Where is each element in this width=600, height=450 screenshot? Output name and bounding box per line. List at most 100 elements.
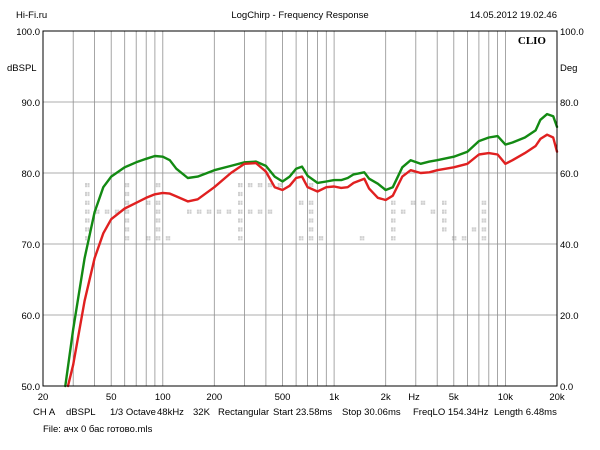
watermark-dot xyxy=(308,220,311,223)
x-tick-label: 50 xyxy=(106,392,117,403)
watermark-dot xyxy=(311,229,314,232)
watermark-dot xyxy=(451,236,454,239)
watermark-dot xyxy=(311,236,314,239)
watermark-dot xyxy=(87,183,90,185)
watermark-dot xyxy=(481,229,484,232)
setting-freqlo: FreqLO 154.34Hz xyxy=(413,407,489,418)
watermark-dot xyxy=(85,191,87,194)
watermark-dot xyxy=(124,220,127,223)
watermark-dot xyxy=(240,218,243,221)
watermark-dot xyxy=(85,218,87,221)
watermark-dot xyxy=(393,229,396,232)
watermark-dot xyxy=(301,238,304,241)
watermark-dot xyxy=(393,227,396,230)
watermark-dot xyxy=(442,209,444,212)
watermark-dot xyxy=(87,229,90,232)
watermark-dot xyxy=(124,202,127,205)
watermark-dot xyxy=(270,185,273,188)
watermark-dot xyxy=(393,209,396,212)
watermark-dot xyxy=(145,236,148,239)
setting-window: Rectangular xyxy=(218,407,270,418)
y-left-tick-label: 100.0 xyxy=(16,27,40,38)
watermark-dot xyxy=(127,185,130,188)
watermark-dot xyxy=(280,183,283,185)
watermark-dot xyxy=(257,185,260,188)
watermark-dot xyxy=(391,211,393,214)
watermark-dot xyxy=(240,202,243,205)
watermark-dot xyxy=(413,202,416,205)
watermark-dot xyxy=(127,194,130,197)
watermark-dot xyxy=(481,200,484,203)
watermark-dot xyxy=(148,200,151,203)
grid xyxy=(43,31,557,386)
watermark-dot xyxy=(393,218,396,221)
watermark-dot xyxy=(85,238,87,241)
watermark-dot xyxy=(481,209,484,212)
watermark-dot xyxy=(238,218,240,221)
watermark-dot xyxy=(280,185,283,188)
watermark-dot xyxy=(238,229,240,232)
watermark-dot xyxy=(484,229,487,232)
watermark-dot xyxy=(145,202,148,205)
watermark-dot xyxy=(240,227,243,230)
watermark-dot xyxy=(87,218,90,221)
y-right-tick-label: 60.0 xyxy=(560,169,579,180)
watermark-dot xyxy=(127,209,130,212)
watermark-dot xyxy=(155,185,158,188)
watermark-dot xyxy=(124,200,127,203)
watermark-dot xyxy=(219,209,222,212)
watermark-dot xyxy=(216,209,219,212)
watermark-dot xyxy=(393,236,396,239)
watermark-dot xyxy=(301,202,304,205)
watermark-dot xyxy=(444,209,447,212)
watermark-dot xyxy=(117,209,120,212)
watermark-dot xyxy=(308,211,311,214)
watermark-dot xyxy=(158,236,161,239)
watermark-dot xyxy=(127,211,130,214)
watermark-dot xyxy=(391,202,393,205)
watermark-dot xyxy=(260,185,263,188)
watermark-dot xyxy=(206,209,209,212)
header-title: LogChirp - Frequency Response xyxy=(231,10,368,21)
watermark-dot xyxy=(481,202,484,205)
watermark-dot xyxy=(206,211,209,214)
axis-labels: 100.0 90.0 80.0 70.0 60.0 50.0 100.0 80.0 60.0 40… xyxy=(16,27,584,403)
watermark-dot xyxy=(308,202,311,205)
watermark-dot xyxy=(124,229,127,232)
watermark-dot xyxy=(85,220,87,223)
watermark-dot xyxy=(87,211,90,214)
watermark-dot xyxy=(85,236,87,239)
watermark-dot xyxy=(464,238,467,241)
watermark-dot xyxy=(484,218,487,221)
watermark-dot xyxy=(85,200,87,203)
watermark-dot xyxy=(240,191,243,194)
watermark-dot xyxy=(481,218,484,221)
file-name: File: ачх 0 бас готово.mls xyxy=(43,424,153,435)
watermark-dot xyxy=(391,227,393,230)
setting-smoothing: 1/3 Octave xyxy=(110,407,156,418)
watermark-dot xyxy=(311,209,314,212)
watermark-dot xyxy=(158,211,161,214)
watermark-dot xyxy=(87,209,90,212)
watermark-dot xyxy=(484,209,487,212)
watermark-dot xyxy=(391,229,393,232)
y-right-tick-label: 20.0 xyxy=(560,311,579,322)
watermark-dot xyxy=(442,220,444,223)
watermark-dot xyxy=(423,202,426,205)
watermark-dot xyxy=(318,236,321,239)
watermark-dot xyxy=(94,211,97,214)
watermark-dot xyxy=(127,227,130,230)
watermark-dot xyxy=(308,200,311,203)
watermark-dot xyxy=(240,200,243,203)
watermark-dot xyxy=(238,209,240,212)
watermark-dot xyxy=(321,236,324,239)
watermark-dot xyxy=(359,238,362,241)
series-line-1 xyxy=(64,112,559,388)
x-tick-label: 200 xyxy=(206,392,222,403)
watermark-dot xyxy=(240,211,243,214)
watermark-dot xyxy=(420,200,423,203)
watermark-dot xyxy=(393,200,396,203)
watermark-dot xyxy=(127,200,130,203)
watermark-dot xyxy=(464,236,467,239)
watermark-dot xyxy=(107,209,110,212)
